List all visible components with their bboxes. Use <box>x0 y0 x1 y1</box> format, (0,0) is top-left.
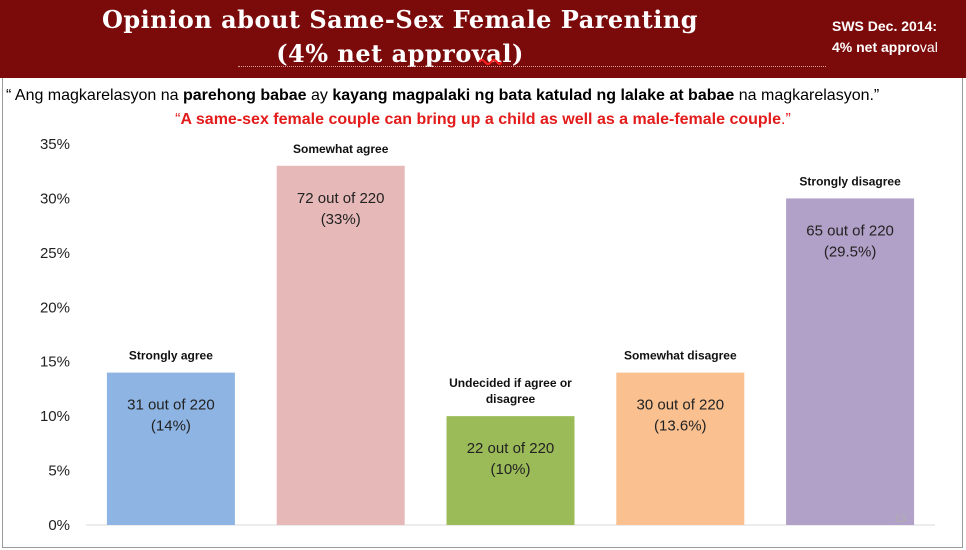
y-tick-label: 0% <box>48 517 70 534</box>
badge-line-2: 4% net approval <box>832 37 938 58</box>
badge-rest-part: val <box>919 39 938 55</box>
slide-frame <box>2 78 963 548</box>
category-label: Strongly disagree <box>799 174 901 188</box>
y-tick-label: 5% <box>48 463 70 480</box>
title-underline <box>238 66 826 67</box>
english-close-quote: .” <box>781 111 791 128</box>
data-label: (10%) <box>490 461 530 478</box>
data-label: 22 out of 220 <box>467 440 555 457</box>
bar <box>786 198 915 525</box>
data-label: (33%) <box>321 211 361 228</box>
data-label: 72 out of 220 <box>297 190 385 207</box>
filipino-question-segment: “ Ang magkarelasyon na <box>6 87 183 104</box>
english-question: “A same-sex female couple can bring up a… <box>0 111 966 129</box>
category-label: Strongly agree <box>129 349 213 363</box>
filipino-question-segment: na magkarelasyon.” <box>734 87 880 104</box>
bar <box>276 165 405 525</box>
filipino-question-segment: parehong babae <box>183 87 307 104</box>
category-label: disagree <box>486 392 536 406</box>
y-tick-label: 10% <box>40 408 70 425</box>
category-label: Somewhat disagree <box>624 349 737 363</box>
y-tick-label: 20% <box>40 299 70 316</box>
filipino-question-segment: kayang magpalaki ng bata katulad ng lala… <box>332 87 735 104</box>
data-label: 30 out of 220 <box>637 397 725 414</box>
badge-line-1: SWS Dec. 2014: <box>832 18 938 34</box>
y-tick-label: 15% <box>40 354 70 371</box>
bar <box>446 416 575 525</box>
category-label: Somewhat agree <box>293 142 389 156</box>
header-banner <box>0 0 966 78</box>
y-tick-label: 30% <box>40 190 70 207</box>
data-label: (29.5%) <box>824 243 877 260</box>
sws-badge: SWS Dec. 2014: 4% net approval <box>832 16 938 58</box>
y-tick-label: 35% <box>40 136 70 153</box>
badge-bold-part: 4% net appro <box>832 39 920 55</box>
bar <box>106 372 235 525</box>
data-label: (14%) <box>151 418 191 435</box>
data-label: 65 out of 220 <box>806 222 894 239</box>
page-subtitle: (4% net approval) <box>276 39 524 68</box>
filipino-question: “ Ang magkarelasyon na parehong babae ay… <box>6 87 961 105</box>
spellcheck-squiggle <box>478 59 502 65</box>
bar <box>616 372 745 525</box>
y-tick-label: 25% <box>40 245 70 262</box>
page-title: Opinion about Same-Sex Female Parenting <box>101 5 699 34</box>
english-question-text: A same-sex female couple can bring up a … <box>180 111 782 128</box>
data-label: (13.6%) <box>654 418 707 435</box>
filipino-question-segment: ay <box>306 87 333 104</box>
data-label: 31 out of 220 <box>127 397 215 414</box>
slide-number: 13 <box>894 513 906 525</box>
english-open-quote: “ <box>175 111 181 128</box>
category-label: Undecided if agree or <box>449 376 572 390</box>
